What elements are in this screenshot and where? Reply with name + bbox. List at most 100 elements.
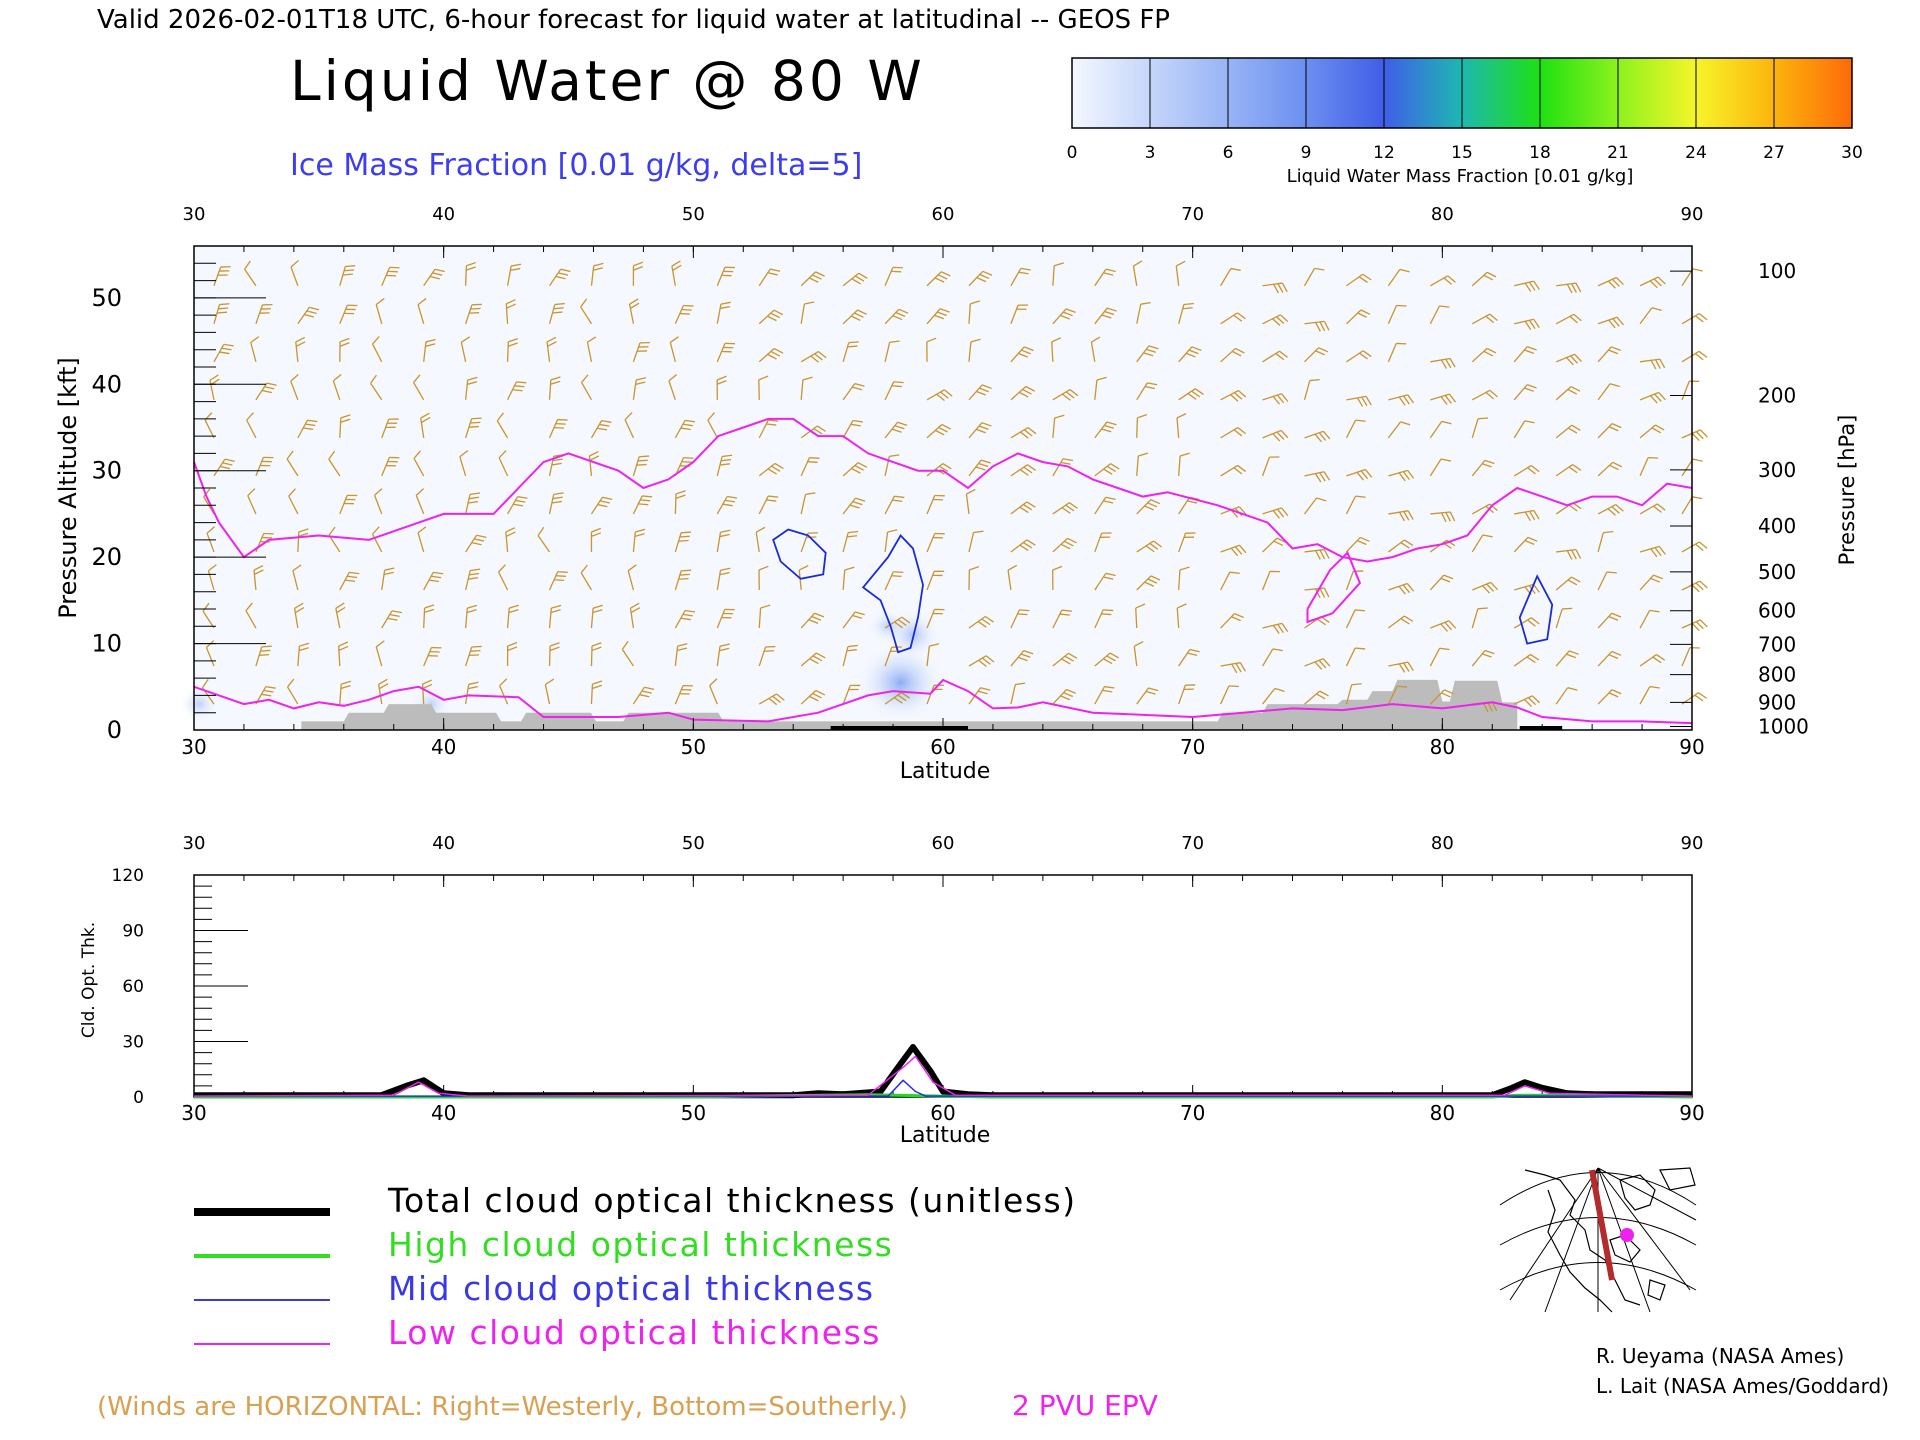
wind-barb-flag [681,531,692,534]
wind-barb [1681,429,1708,441]
wind-barb-shaft [1304,658,1324,667]
wind-barb-flag [1281,282,1288,293]
wind-barb-flag [1444,621,1453,631]
bottom-y-tick-label: 60 [122,977,144,997]
wind-barb-shaft [668,380,676,401]
wind-barb-flag [299,642,310,647]
wind-barb [507,496,528,515]
wind-barb-flag [1354,609,1366,612]
wind-barb-flag [727,495,738,499]
wind-barb-flag [1694,353,1704,361]
wind-barb-shaft [968,384,983,401]
wind-barb-shaft [1597,461,1614,477]
wind-barb-flag [887,529,898,533]
wind-barb-flag [1533,510,1540,520]
wind-barb [581,374,593,401]
wind-barb-shaft [632,456,640,477]
wind-barb-flag [344,269,355,272]
wind-barb-flag [985,655,995,663]
wind-barb-flag [844,566,855,571]
wind-barb-shaft [287,686,299,705]
wind-barb-flag [677,643,688,647]
wind-barb-flag [755,526,766,533]
wind-barb-flag [767,468,777,475]
epv-label: 2 PVU EPV [1012,1389,1158,1422]
wind-barb-flag [1698,541,1708,549]
wind-barb-flag [421,416,431,424]
wind-barb [1555,650,1579,667]
wind-barb [335,602,346,629]
wind-barb [1304,430,1331,443]
wind-barb-flag [847,345,858,348]
wind-barb-flag [1237,390,1247,398]
wind-barb [884,529,898,553]
wind-barb-flag [1272,625,1280,635]
wind-barb-flag [1104,424,1115,429]
wind-barb [1639,391,1666,404]
wind-barb-shaft [674,493,677,514]
wind-barb-shaft [465,570,471,591]
wind-barb-flag [345,265,356,268]
wind-barb-shaft [926,646,930,667]
wind-barb-flag [466,261,477,267]
wind-barb-shaft [1471,347,1488,363]
wind-barb-shaft [423,341,427,362]
wind-barb-flag [1143,352,1154,357]
colorbar-tick-label: 6 [1223,143,1234,163]
wind-barb-shaft [290,266,299,286]
wind-barb [255,456,274,477]
wind-barb [1346,468,1373,481]
wind-barb-flag [1692,496,1703,500]
wind-barb-shaft [716,646,721,667]
wind-barb-flag [1570,385,1581,392]
wind-barb [1555,464,1582,477]
wind-barb-shaft [1388,661,1409,667]
wind-barb-flag [470,649,481,652]
wind-barb-shaft [420,417,425,438]
wind-barb-flag [599,500,610,504]
wind-barb-flag [1276,316,1285,325]
pressure-tick-label: 400 [1758,514,1796,538]
wind-barb-flag [469,654,480,657]
wind-barb-shaft [1262,282,1283,287]
bottom-x-tick-label-top: 30 [183,833,206,854]
wind-barb [842,382,865,401]
wind-barb-flag [389,613,400,618]
wind-barb-flag [1106,421,1117,426]
wind-barb-flag [1482,702,1489,713]
wind-barb-shaft [1010,346,1025,363]
wind-barb-shaft [1472,581,1492,591]
wind-barb-flag [514,385,525,388]
wind-barb-flag [547,341,557,347]
wind-barb-flag [1695,431,1704,440]
wind-barb-flag [1230,267,1241,271]
wind-barb [1345,683,1362,705]
wind-barb-shaft [1555,608,1563,629]
wind-barb-flag [217,311,228,314]
wind-barb-flag [627,564,637,572]
wind-barb-flag [340,414,351,419]
wind-barb-flag [1398,663,1406,673]
wind-barb [758,309,784,325]
wind-barb [1052,414,1065,438]
colorbar-tick-label: 24 [1685,143,1707,163]
wind-barb-shaft [1597,689,1613,705]
wind-barb-flag [1104,310,1115,316]
wind-barb [590,604,603,629]
wind-barb-flag [683,456,694,459]
wind-barb [1597,650,1622,667]
wind-barb [1681,496,1703,515]
wind-barb-flag [1439,647,1450,651]
wind-barb-flag [1403,662,1410,672]
wind-barb-flag [557,418,568,421]
wind-barb [370,374,383,401]
wind-barb [1681,312,1708,325]
wind-barb-flag [1020,653,1031,658]
wind-barb-flag [201,679,209,689]
wind-barb-flag [766,499,777,502]
wind-barb-flag [513,503,524,507]
wind-barb-shaft [842,646,849,667]
wind-barb [842,309,867,325]
wind-barb-flag [1234,392,1243,400]
wind-barb [632,377,647,400]
